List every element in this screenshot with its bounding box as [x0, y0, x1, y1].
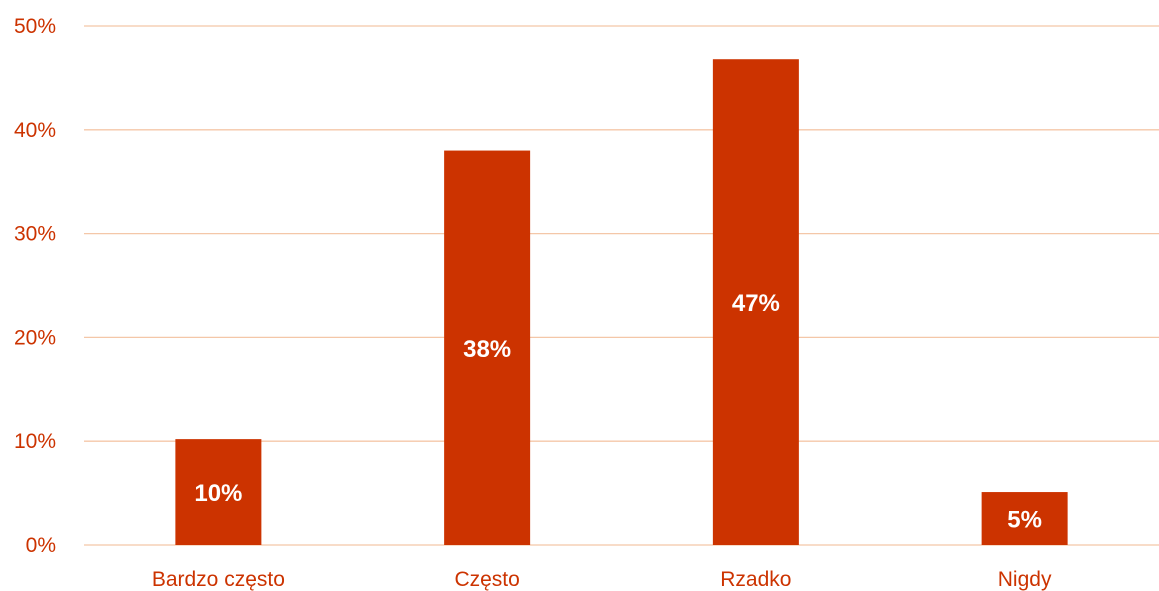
y-tick-label: 50%	[14, 15, 56, 38]
y-tick-label: 10%	[14, 430, 56, 453]
y-tick-label: 40%	[14, 119, 56, 142]
bar-data-label: 47%	[732, 290, 780, 317]
gridlines	[84, 25, 1159, 546]
bar	[712, 59, 799, 545]
bar	[981, 492, 1068, 545]
bar-data-labels: 10% 38% 47% 5%	[194, 290, 1042, 533]
x-category-label: Często	[454, 568, 519, 591]
x-axis-category-labels: Bardzo często Często Rzadko Nigdy	[152, 568, 1052, 591]
y-tick-label: 0%	[26, 534, 56, 557]
x-category-label: Rzadko	[720, 568, 791, 591]
y-axis-tick-labels: 0% 10% 20% 30% 40% 50%	[14, 15, 56, 557]
bar	[444, 150, 531, 545]
bar	[175, 439, 262, 545]
bar-data-label: 38%	[463, 336, 511, 363]
bar-data-label: 5%	[1007, 507, 1042, 534]
x-category-label: Nigdy	[998, 568, 1052, 591]
bars	[175, 59, 1068, 545]
bar-data-label: 10%	[194, 480, 242, 507]
y-tick-label: 20%	[14, 326, 56, 349]
y-tick-label: 30%	[14, 223, 56, 246]
x-category-label: Bardzo często	[152, 568, 285, 591]
